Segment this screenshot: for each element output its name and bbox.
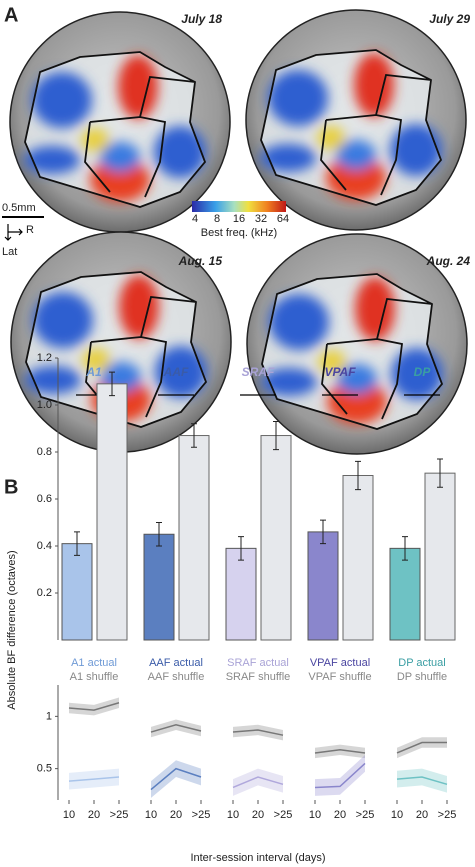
bar bbox=[424, 472, 456, 641]
date: July 29 bbox=[429, 12, 470, 26]
legend-label: VPAF actual bbox=[310, 657, 370, 669]
actual-line bbox=[396, 776, 448, 786]
colorbar-tick-label: 8 bbox=[214, 213, 220, 225]
bar bbox=[96, 383, 128, 641]
actual-band bbox=[233, 768, 283, 796]
error-bar bbox=[402, 536, 408, 561]
legend-label: VPAF shuffle bbox=[308, 671, 371, 683]
y-tick-label: 0.8 bbox=[37, 446, 52, 458]
x-tick-label: 10 bbox=[227, 809, 239, 821]
x-tick-label: >25 bbox=[110, 809, 129, 821]
orientation-label: R bbox=[26, 224, 34, 236]
group-title: VPAF bbox=[324, 365, 356, 379]
x-tick-label: 20 bbox=[88, 809, 100, 821]
error-bar bbox=[74, 531, 80, 556]
shuffle-band bbox=[315, 744, 365, 759]
legend-label: SRAF actual bbox=[227, 657, 289, 669]
x-tick-label: 20 bbox=[170, 809, 182, 821]
brain-image bbox=[246, 10, 466, 230]
legend-label: A1 shuffle bbox=[70, 671, 119, 683]
actual-line bbox=[232, 776, 284, 789]
bar bbox=[178, 435, 210, 641]
actual-line bbox=[150, 767, 202, 791]
shuffle-band bbox=[233, 724, 283, 741]
error-bar bbox=[156, 522, 162, 547]
bar bbox=[225, 547, 257, 641]
actual-band bbox=[151, 760, 201, 798]
bar bbox=[143, 533, 175, 641]
brain-image bbox=[10, 12, 230, 232]
group-title: DP bbox=[414, 365, 432, 379]
y-tick-label: 0.4 bbox=[37, 540, 52, 552]
shuffle-line bbox=[232, 729, 284, 736]
y-axis-label: Absolute BF difference (octaves) bbox=[6, 550, 18, 709]
orientation-arrow bbox=[4, 224, 23, 241]
bar bbox=[260, 435, 292, 641]
y-tick-label: 1 bbox=[46, 710, 52, 722]
actual-line bbox=[68, 776, 120, 782]
legend-label: AAF shuffle bbox=[148, 671, 205, 683]
group-title: SRAF bbox=[242, 365, 275, 379]
colorbar-tick-label: 4 bbox=[192, 213, 198, 225]
legend-label: DP shuffle bbox=[397, 671, 447, 683]
y-tick-label: 1.2 bbox=[37, 352, 52, 364]
x-tick-label: >25 bbox=[192, 809, 211, 821]
x-tick-label: 10 bbox=[309, 809, 321, 821]
actual-band bbox=[315, 755, 365, 796]
x-tick-label: 10 bbox=[145, 809, 157, 821]
error-bar bbox=[320, 519, 326, 545]
legend-label: AAF actual bbox=[149, 657, 203, 669]
x-tick-label: 20 bbox=[416, 809, 428, 821]
x-tick-label: >25 bbox=[274, 809, 293, 821]
x-tick-label: >25 bbox=[438, 809, 457, 821]
actual-line bbox=[314, 762, 366, 789]
panel-label: A bbox=[4, 4, 18, 26]
x-tick-label: 10 bbox=[63, 809, 75, 821]
bar bbox=[307, 531, 339, 641]
shuffle-line bbox=[68, 702, 120, 711]
y-tick-label: 0.6 bbox=[37, 493, 52, 505]
shuffle-line bbox=[314, 749, 366, 754]
error-bar bbox=[191, 423, 197, 448]
shuffle-band bbox=[151, 719, 201, 738]
x-axis-label: Inter-session interval (days) bbox=[190, 852, 325, 864]
bar bbox=[389, 547, 421, 641]
colorbar-tick-label: 32 bbox=[255, 213, 267, 225]
y-tick-label: 0.5 bbox=[37, 763, 52, 775]
group-title: A1 bbox=[85, 365, 102, 379]
date: July 18 bbox=[181, 12, 222, 26]
shuffle-line bbox=[396, 741, 447, 754]
group-title: AAF bbox=[163, 365, 189, 379]
legend-label: A1 actual bbox=[71, 657, 117, 669]
x-tick-label: >25 bbox=[356, 809, 375, 821]
shuffle-line bbox=[150, 723, 202, 733]
error-bar bbox=[238, 536, 244, 561]
error-bar bbox=[273, 420, 279, 451]
date: Aug. 15 bbox=[178, 254, 223, 268]
colorbar bbox=[192, 201, 286, 212]
actual-band bbox=[397, 768, 447, 793]
x-tick-label: 20 bbox=[252, 809, 264, 821]
scale-bar-label: 0.5mm bbox=[2, 202, 36, 214]
error-bar bbox=[355, 460, 361, 491]
error-bar bbox=[437, 458, 443, 488]
date: Aug. 24 bbox=[426, 254, 471, 268]
colorbar-label: Best freq. (kHz) bbox=[201, 227, 277, 239]
colorbar-tick-label: 16 bbox=[233, 213, 245, 225]
shuffle-band bbox=[69, 697, 119, 716]
colorbar-tick-label: 64 bbox=[277, 213, 289, 225]
shuffle-band bbox=[397, 737, 447, 759]
orientation-label: Lat bbox=[2, 246, 17, 258]
y-tick-label: 1.0 bbox=[37, 399, 52, 411]
legend-label: SRAF shuffle bbox=[226, 671, 291, 683]
error-bar bbox=[109, 371, 115, 397]
x-tick-label: 20 bbox=[334, 809, 346, 821]
bar bbox=[61, 543, 93, 641]
panel-label: B bbox=[4, 476, 18, 498]
x-tick-label: 10 bbox=[391, 809, 403, 821]
bar bbox=[342, 475, 374, 641]
y-tick-label: 0.2 bbox=[37, 587, 52, 599]
legend-label: DP actual bbox=[398, 657, 446, 669]
